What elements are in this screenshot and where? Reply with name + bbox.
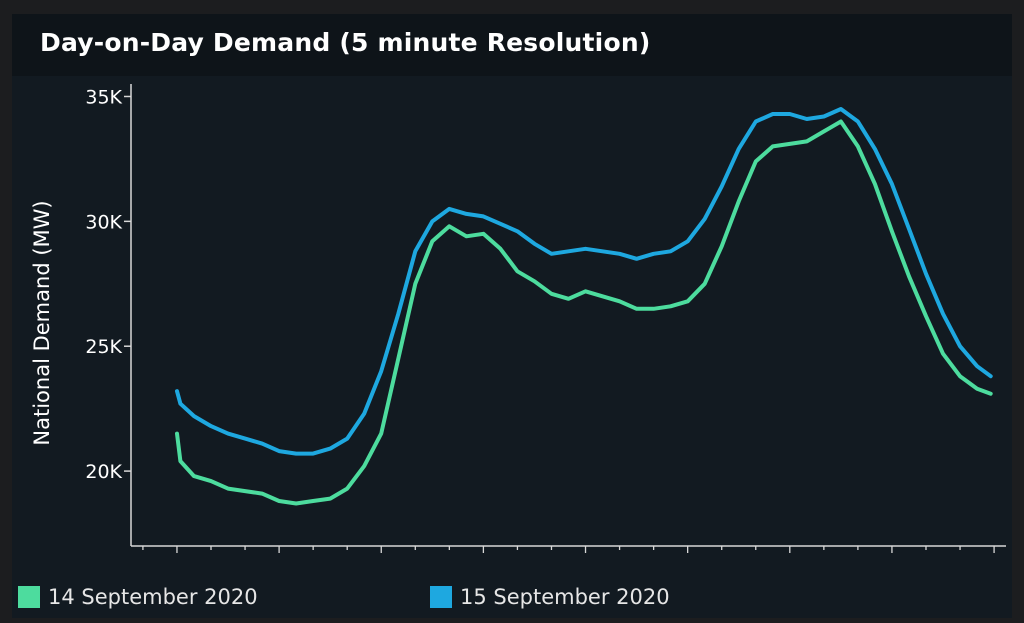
plot-lines (175, 107, 993, 506)
y-axis-ticks: 20K 25K 30K 35K (85, 86, 131, 483)
legend-label: 14 September 2020 (48, 585, 258, 609)
chart-panel: Day-on-Day Demand (5 minute Resolution) … (12, 14, 1012, 618)
legend-swatch (18, 586, 40, 608)
y-tick-label: 20K (85, 461, 122, 483)
panel-header: Day-on-Day Demand (5 minute Resolution) (12, 14, 1012, 76)
series-line-1 (175, 119, 993, 506)
series-line-2 (175, 107, 993, 456)
x-axis-ticks (142, 546, 995, 553)
legend-swatch (430, 586, 452, 608)
y-tick-label: 30K (85, 211, 122, 233)
y-tick-label: 35K (85, 86, 122, 108)
line-chart: 20K 25K 30K 35K National Demand (MW) (30, 84, 1006, 553)
chart-title: Day-on-Day Demand (5 minute Resolution) (40, 28, 651, 57)
y-tick-label: 25K (85, 336, 122, 358)
legend-item-15-sep: 15 September 2020 (430, 582, 670, 612)
legend-item-14-sep: 14 September 2020 (18, 582, 258, 612)
legend-label: 15 September 2020 (460, 585, 670, 609)
y-axis-label: National Demand (MW) (30, 200, 54, 445)
